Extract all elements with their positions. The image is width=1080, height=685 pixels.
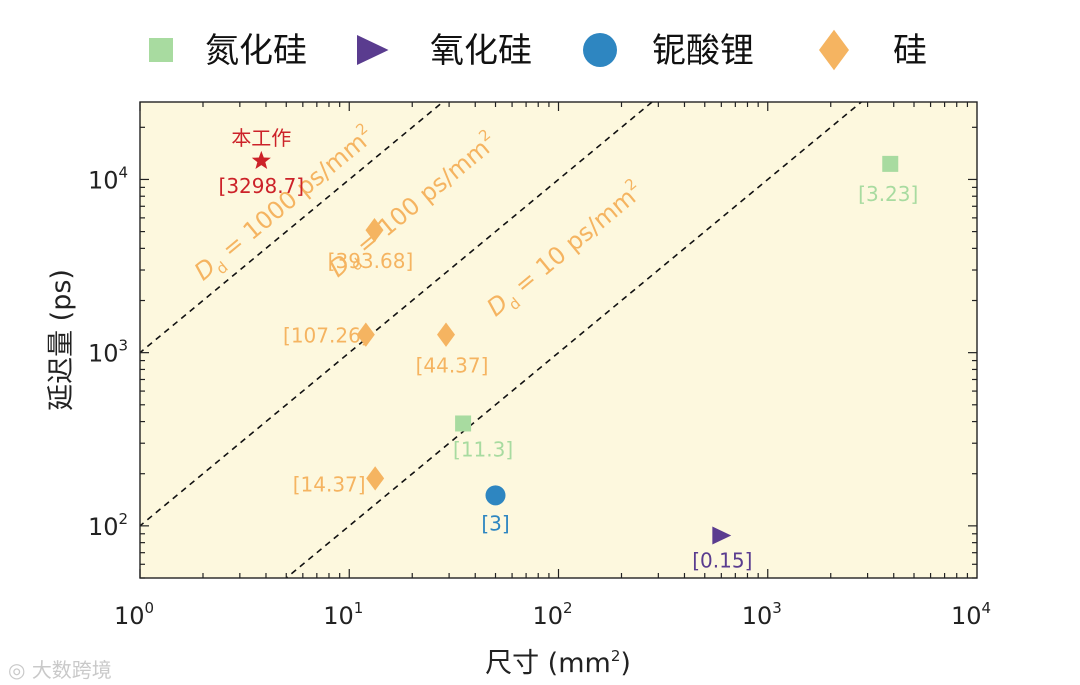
legend-label: 氮化硅 (205, 31, 307, 71)
x-tick-label: 102 (532, 599, 572, 630)
point-label: [0.15] (692, 548, 752, 572)
data-points (251, 150, 899, 545)
legend-entry: 铌酸锂 (583, 31, 754, 71)
x-axis-title: 尺寸 (mm2) (485, 647, 631, 679)
point-label: [3] (481, 511, 509, 535)
point-title: 本工作 (231, 126, 291, 150)
legend-label: 氧化硅 (430, 31, 532, 71)
y-tick-label: 102 (88, 510, 128, 541)
point-label: [11.3] (453, 437, 513, 461)
legend: 氮化硅 氧化硅 铌酸锂 硅 (149, 29, 927, 71)
ticks (139, 102, 977, 579)
x-tick-label: 104 (951, 599, 991, 630)
point-square (882, 155, 899, 172)
point-star (251, 150, 271, 169)
plot-area (140, 102, 977, 578)
x-tick-label: 103 (742, 599, 782, 630)
legend-label: 硅 (893, 31, 927, 71)
legend-marker-square (149, 38, 173, 62)
y-tick-label: 104 (88, 163, 128, 194)
legend-marker-triangle-right (357, 35, 389, 65)
legend-entry: 氧化硅 (357, 31, 532, 71)
watermark: ◎ 大数跨境 (8, 654, 112, 683)
iso-lines (140, 102, 863, 578)
point-diamond (437, 322, 456, 347)
legend-entry: 氮化硅 (149, 31, 307, 71)
watermark-icon: ◎ (8, 658, 32, 682)
point-diamond (356, 322, 375, 347)
point-square (455, 415, 472, 432)
point-circle (485, 485, 506, 506)
legend-marker-circle (583, 33, 617, 67)
x-tick-label: 100 (114, 599, 154, 630)
point-label: [107.26] (283, 324, 369, 348)
legend-marker-diamond (819, 29, 849, 71)
legend-label: 铌酸锂 (652, 31, 754, 71)
point-label: [44.37] (416, 354, 489, 378)
watermark-text: 大数跨境 (31, 658, 112, 682)
point-label: [3298.7] (219, 174, 305, 198)
point-diamond (365, 217, 384, 243)
y-tick-label: 103 (88, 337, 128, 368)
point-diamond (366, 466, 385, 491)
y-axis-title: 延迟量 (ps) (46, 269, 77, 411)
point-label: [393.68] (328, 249, 414, 273)
point-label: [14.37] (293, 472, 366, 496)
point-triangle-right (712, 526, 732, 545)
point-label: [3.23] (858, 182, 918, 206)
iso-line-10 (285, 102, 863, 578)
legend-entry: 硅 (819, 29, 927, 71)
x-tick-label: 101 (323, 599, 363, 630)
